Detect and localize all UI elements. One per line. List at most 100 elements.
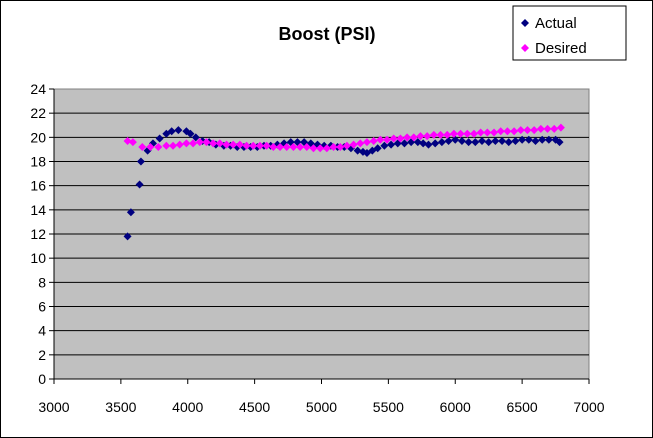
point-desired-5 <box>162 141 171 150</box>
point-actual-64 <box>531 136 540 145</box>
point-actual-58 <box>491 136 500 145</box>
point-actual-56 <box>478 136 486 145</box>
point-actual-41 <box>380 141 389 150</box>
point-actual-62 <box>518 135 527 144</box>
point-actual-59 <box>498 136 507 145</box>
point-desired-47 <box>443 130 452 139</box>
y-tick-label-11: 22 <box>30 105 46 121</box>
point-desired-31 <box>336 143 345 151</box>
point-desired-56 <box>503 127 512 136</box>
point-actual-63 <box>524 135 533 144</box>
point-desired-55 <box>496 127 505 136</box>
point-actual-46 <box>413 138 422 147</box>
point-desired-46 <box>436 130 445 139</box>
point-actual-42 <box>387 140 396 149</box>
point-desired-19 <box>255 141 264 150</box>
point-desired-9 <box>189 139 198 148</box>
point-actual-40 <box>373 144 382 153</box>
y-tick-label-6: 12 <box>30 226 46 242</box>
point-desired-28 <box>316 144 325 153</box>
y-tick-label-3: 6 <box>38 299 46 315</box>
point-actual-60 <box>504 138 513 147</box>
point-actual-44 <box>400 139 409 148</box>
x-tick-label-4: 5000 <box>306 399 337 415</box>
point-actual-1 <box>126 208 135 217</box>
point-desired-53 <box>483 128 492 137</box>
point-desired-40 <box>396 134 405 143</box>
point-desired-29 <box>322 144 331 153</box>
point-desired-49 <box>456 129 465 138</box>
legend-box <box>512 5 627 61</box>
y-tick-label-10: 20 <box>30 129 46 145</box>
point-actual-11 <box>186 129 195 138</box>
point-actual-54 <box>464 138 473 147</box>
x-tick-label-6: 6000 <box>440 399 471 415</box>
legend-marker-actual <box>521 19 529 27</box>
point-desired-63 <box>550 124 559 133</box>
point-actual-8 <box>167 127 176 136</box>
gridlines <box>54 112 589 356</box>
point-actual-65 <box>538 135 547 144</box>
point-desired-11 <box>202 138 211 147</box>
x-axis: 3000 3500 4000 4500 5000 5500 6000 6500 7000 <box>38 378 605 415</box>
point-desired-51 <box>469 129 478 138</box>
point-desired-16 <box>235 140 244 149</box>
point-actual-12 <box>191 133 200 142</box>
y-tick-label-5: 10 <box>30 250 46 266</box>
point-desired-13 <box>215 139 224 148</box>
point-desired-12 <box>209 139 218 148</box>
legend-label-actual: Actual <box>535 15 577 32</box>
point-desired-17 <box>242 141 251 150</box>
point-desired-36 <box>369 136 378 145</box>
point-desired-58 <box>516 126 525 135</box>
point-actual-47 <box>419 139 428 148</box>
x-tick-label-7: 6500 <box>507 399 538 415</box>
point-desired-45 <box>429 130 438 139</box>
point-desired-44 <box>423 132 432 141</box>
point-desired-52 <box>476 128 485 137</box>
y-tick-label-9: 18 <box>30 154 46 170</box>
point-desired-50 <box>463 129 472 138</box>
point-desired-37 <box>376 135 385 144</box>
x-tick-label-3: 4500 <box>239 399 270 415</box>
point-desired-39 <box>389 134 398 143</box>
point-desired-61 <box>536 124 545 133</box>
point-desired-64 <box>556 123 565 132</box>
y-tick-label-8: 16 <box>30 178 46 194</box>
point-actual-49 <box>431 139 440 148</box>
point-desired-42 <box>409 133 418 142</box>
x-tick-label-0: 3000 <box>38 399 69 415</box>
x-tick-label-5: 5500 <box>373 399 404 415</box>
point-desired-38 <box>383 135 392 144</box>
point-desired-59 <box>523 126 532 135</box>
y-tick-label-12: 24 <box>30 81 46 97</box>
point-desired-30 <box>329 143 338 151</box>
point-actual-53 <box>457 136 466 145</box>
y-tick-label-0: 0 <box>38 371 46 387</box>
point-desired-22 <box>276 143 285 151</box>
point-actual-61 <box>511 136 520 145</box>
point-desired-6 <box>169 141 178 150</box>
point-desired-8 <box>182 139 191 148</box>
point-desired-4 <box>154 143 163 151</box>
y-tick-label-1: 2 <box>38 347 46 363</box>
point-desired-14 <box>222 140 231 149</box>
legend-label-desired: Desired <box>535 40 587 57</box>
point-desired-24 <box>289 143 298 151</box>
point-desired-21 <box>269 143 278 151</box>
point-desired-20 <box>262 141 271 150</box>
x-tick-label-2: 4000 <box>172 399 203 415</box>
point-desired-0 <box>123 136 132 145</box>
point-desired-48 <box>449 129 458 138</box>
point-actual-9 <box>174 126 183 135</box>
point-desired-34 <box>356 139 365 148</box>
point-desired-25 <box>296 143 305 151</box>
point-desired-43 <box>416 132 425 141</box>
point-actual-36 <box>353 146 362 155</box>
point-desired-3 <box>146 143 155 151</box>
y-tick-label-7: 14 <box>30 202 46 218</box>
point-actual-52 <box>451 135 460 144</box>
point-desired-33 <box>349 140 358 149</box>
